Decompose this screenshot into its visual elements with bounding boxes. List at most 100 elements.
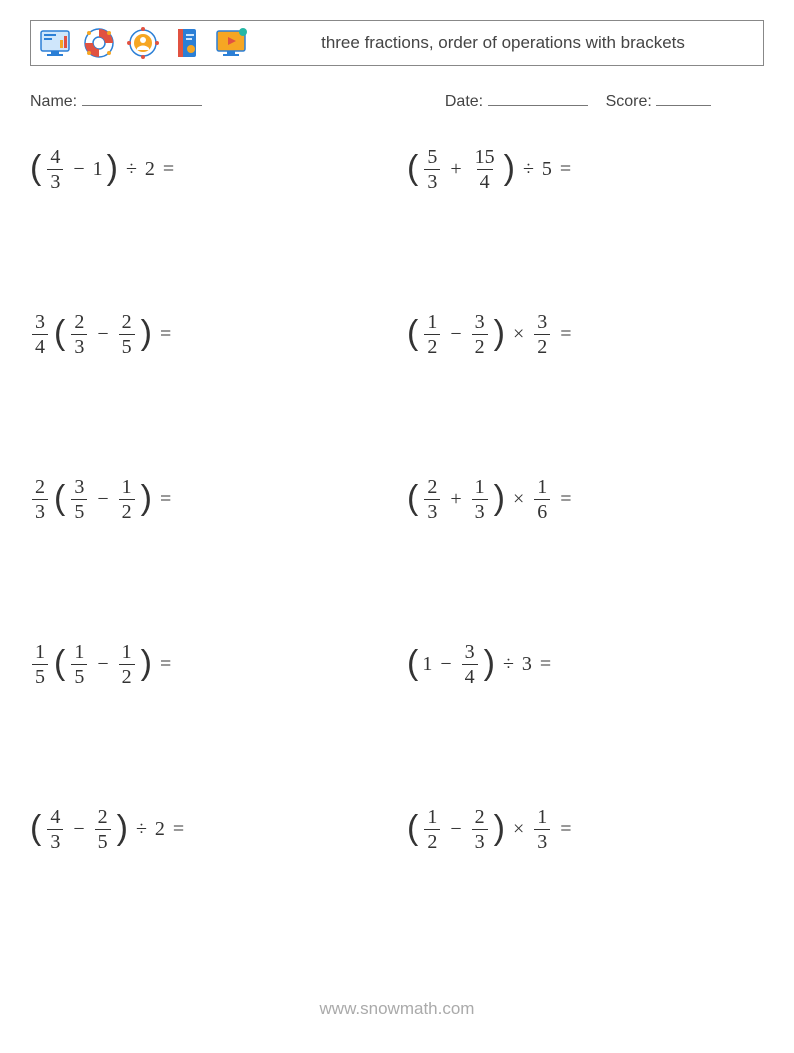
video-icon <box>213 25 249 61</box>
denominator: 4 <box>477 169 493 192</box>
focus-user-icon <box>125 25 161 61</box>
problem-9: (43−25)÷2= <box>30 807 387 852</box>
integer: 3 <box>522 653 532 676</box>
numerator: 1 <box>534 807 550 829</box>
fraction: 43 <box>47 147 63 192</box>
operator: = <box>173 818 184 841</box>
numerator: 1 <box>472 477 488 499</box>
fraction: 15 <box>32 642 48 687</box>
fraction: 53 <box>424 147 440 192</box>
operator: − <box>450 323 461 346</box>
expression: (1−34)÷3= <box>407 642 555 687</box>
book-icon <box>169 25 205 61</box>
denominator: 3 <box>424 499 440 522</box>
score-label: Score: <box>606 93 652 110</box>
numerator: 3 <box>462 642 478 664</box>
meta-name: Name: <box>30 88 445 111</box>
denominator: 5 <box>71 664 87 687</box>
fraction: 32 <box>534 312 550 357</box>
footer-url: www.snowmath.com <box>0 999 794 1019</box>
operator: − <box>97 488 108 511</box>
problem-1: (43−1)÷2= <box>30 147 387 192</box>
operator: = <box>540 653 551 676</box>
fraction: 15 <box>71 642 87 687</box>
operator: = <box>560 488 571 511</box>
integer: 1 <box>422 653 432 676</box>
fraction: 12 <box>119 642 135 687</box>
operator: × <box>513 818 524 841</box>
numerator: 15 <box>472 147 498 169</box>
denominator: 2 <box>534 334 550 357</box>
numerator: 2 <box>119 312 135 334</box>
numerator: 1 <box>119 477 135 499</box>
meta-row: Name: Date: Score: <box>30 88 764 111</box>
denominator: 2 <box>119 664 135 687</box>
expression: (43−1)÷2= <box>30 147 178 192</box>
denominator: 3 <box>424 169 440 192</box>
denominator: 5 <box>95 829 111 852</box>
worksheet-title: three fractions, order of operations wit… <box>249 33 757 53</box>
numerator: 2 <box>95 807 111 829</box>
operator: = <box>560 158 571 181</box>
score-blank[interactable] <box>656 88 711 106</box>
numerator: 3 <box>71 477 87 499</box>
problem-5: 23(35−12)= <box>30 477 387 522</box>
fraction: 23 <box>424 477 440 522</box>
denominator: 5 <box>71 499 87 522</box>
operator: + <box>450 158 461 181</box>
worksheet-page: three fractions, order of operations wit… <box>0 0 794 852</box>
denominator: 2 <box>472 334 488 357</box>
operator: − <box>97 323 108 346</box>
date-blank[interactable] <box>488 88 588 106</box>
date-label: Date: <box>445 93 483 110</box>
expression: (43−25)÷2= <box>30 807 188 852</box>
numerator: 3 <box>534 312 550 334</box>
fraction: 25 <box>95 807 111 852</box>
fraction: 32 <box>472 312 488 357</box>
fraction: 12 <box>424 312 440 357</box>
denominator: 3 <box>32 499 48 522</box>
numerator: 3 <box>472 312 488 334</box>
operator: − <box>450 818 461 841</box>
fraction: 25 <box>119 312 135 357</box>
meta-score: Score: <box>606 88 712 111</box>
problem-6: (23+13)×16= <box>407 477 764 522</box>
fraction: 43 <box>47 807 63 852</box>
operator: ÷ <box>523 158 534 181</box>
expression: 34(23−25)= <box>30 312 175 357</box>
header-bar: three fractions, order of operations wit… <box>30 20 764 66</box>
numerator: 1 <box>119 642 135 664</box>
operator: − <box>73 818 84 841</box>
denominator: 2 <box>119 499 135 522</box>
name-label: Name: <box>30 93 77 110</box>
numerator: 2 <box>32 477 48 499</box>
numerator: 4 <box>47 807 63 829</box>
integer: 2 <box>155 818 165 841</box>
name-blank[interactable] <box>82 88 202 106</box>
fraction: 34 <box>32 312 48 357</box>
numerator: 1 <box>424 807 440 829</box>
numerator: 1 <box>32 642 48 664</box>
numerator: 3 <box>32 312 48 334</box>
denominator: 5 <box>119 334 135 357</box>
numerator: 4 <box>47 147 63 169</box>
denominator: 3 <box>534 829 550 852</box>
integer: 1 <box>93 158 103 181</box>
fraction: 13 <box>534 807 550 852</box>
fraction: 12 <box>424 807 440 852</box>
problem-grid: (43−1)÷2=(53+154)÷5=34(23−25)=(12−32)×32… <box>30 147 764 852</box>
denominator: 2 <box>424 829 440 852</box>
operator: = <box>163 158 174 181</box>
denominator: 2 <box>424 334 440 357</box>
denominator: 3 <box>472 499 488 522</box>
operator: = <box>160 323 171 346</box>
fraction: 13 <box>472 477 488 522</box>
operator: = <box>160 653 171 676</box>
problem-4: (12−32)×32= <box>407 312 764 357</box>
operator: ÷ <box>126 158 137 181</box>
denominator: 4 <box>32 334 48 357</box>
expression: 23(35−12)= <box>30 477 175 522</box>
expression: (12−23)×13= <box>407 807 576 852</box>
operator: − <box>73 158 84 181</box>
operator: = <box>560 818 571 841</box>
